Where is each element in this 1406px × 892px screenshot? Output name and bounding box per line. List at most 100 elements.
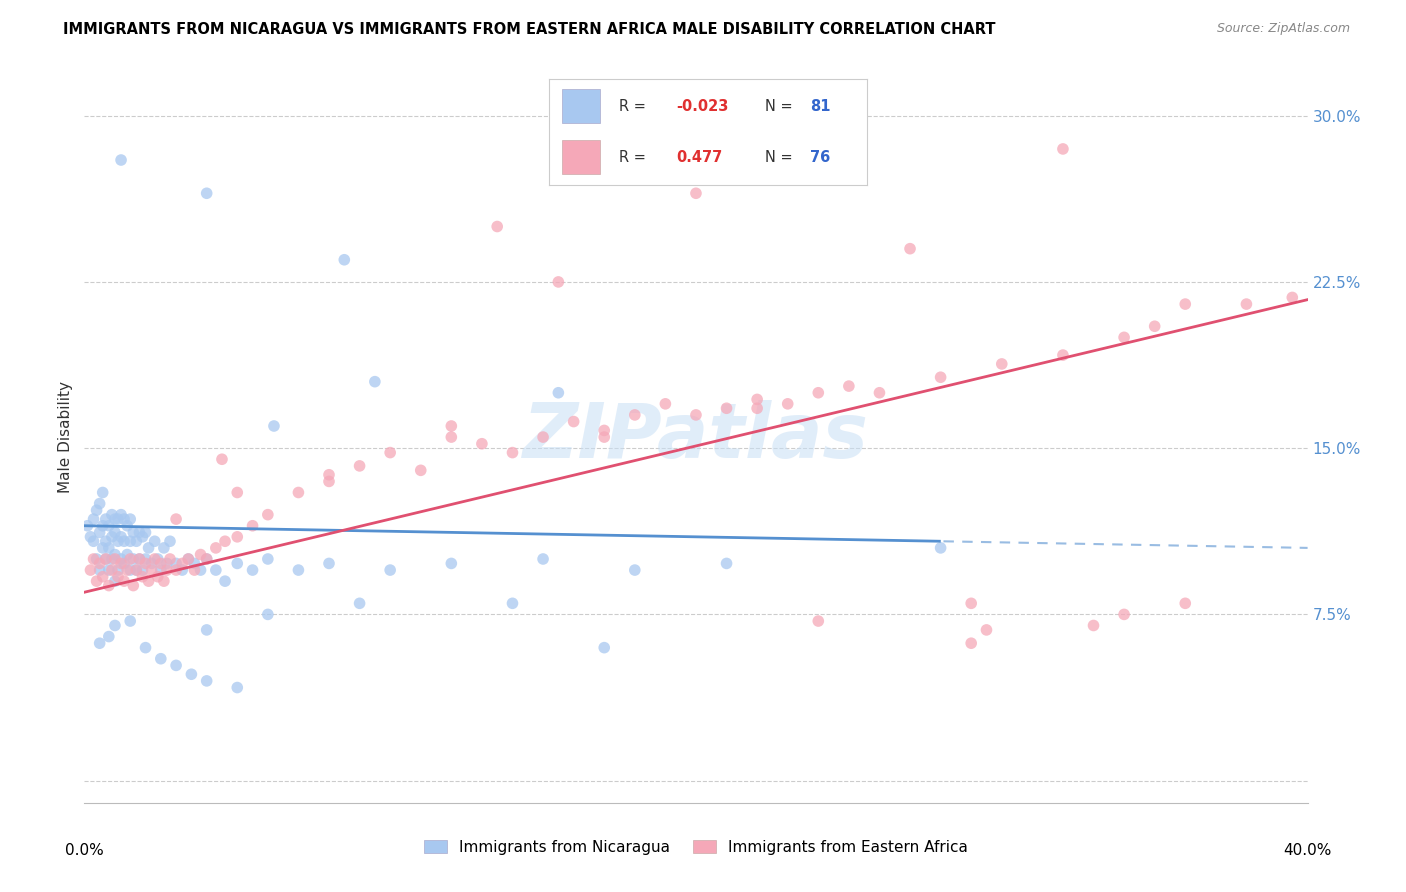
Point: [318, 467, 340, 482]
Point: [138, 574, 160, 589]
Point: [747, 401, 769, 416]
Point: [195, 552, 218, 566]
Point: [143, 552, 166, 566]
Point: [89, 497, 111, 511]
Point: [104, 552, 127, 566]
Text: Source: ZipAtlas.com: Source: ZipAtlas.com: [1216, 22, 1350, 36]
Point: [110, 508, 132, 522]
Point: [89, 525, 111, 540]
Point: [107, 512, 129, 526]
Y-axis label: Male Disability: Male Disability: [58, 381, 73, 493]
Point: [141, 563, 163, 577]
Point: [172, 563, 194, 577]
Point: [149, 557, 172, 571]
Point: [1281, 290, 1303, 304]
Point: [143, 534, 166, 549]
Point: [440, 419, 463, 434]
Point: [685, 408, 707, 422]
Point: [122, 525, 145, 540]
Point: [76, 518, 98, 533]
Point: [177, 552, 200, 566]
Point: [593, 424, 616, 438]
Point: [128, 552, 150, 566]
Point: [91, 541, 114, 555]
Point: [242, 518, 264, 533]
Point: [135, 640, 157, 655]
Point: [929, 370, 952, 384]
Point: [214, 534, 236, 549]
Point: [86, 503, 108, 517]
Point: [624, 563, 647, 577]
Point: [110, 153, 132, 167]
Point: [135, 525, 157, 540]
Point: [776, 397, 799, 411]
Point: [89, 557, 111, 571]
Point: [115, 518, 138, 533]
Point: [211, 452, 233, 467]
Point: [685, 186, 707, 201]
Point: [131, 570, 153, 584]
Point: [104, 574, 127, 589]
Point: [128, 552, 150, 566]
Point: [960, 596, 983, 610]
Point: [838, 379, 860, 393]
Point: [97, 578, 120, 592]
Point: [263, 419, 285, 434]
Point: [104, 512, 127, 526]
Point: [120, 563, 142, 577]
Point: [104, 548, 127, 562]
Point: [257, 552, 280, 566]
Point: [440, 430, 463, 444]
Point: [547, 275, 569, 289]
Point: [115, 548, 138, 562]
Point: [1143, 319, 1166, 334]
Point: [190, 548, 212, 562]
Point: [257, 607, 280, 622]
Point: [112, 574, 135, 589]
Point: [79, 530, 101, 544]
Point: [165, 557, 187, 571]
Point: [333, 252, 356, 267]
Point: [97, 518, 120, 533]
Point: [128, 525, 150, 540]
Point: [122, 552, 145, 566]
Point: [135, 552, 157, 566]
Point: [149, 563, 172, 577]
Point: [165, 658, 187, 673]
Point: [153, 574, 176, 589]
Point: [287, 485, 309, 500]
Point: [83, 512, 105, 526]
Point: [1052, 348, 1074, 362]
Point: [125, 563, 148, 577]
Point: [190, 563, 212, 577]
Point: [257, 508, 280, 522]
Point: [97, 563, 120, 577]
Point: [364, 375, 387, 389]
Point: [141, 557, 163, 571]
Point: [1052, 142, 1074, 156]
Point: [716, 401, 738, 416]
Point: [318, 475, 340, 489]
Point: [486, 219, 509, 234]
Point: [146, 552, 169, 566]
Point: [747, 392, 769, 407]
Point: [101, 530, 124, 544]
Point: [110, 557, 132, 571]
Point: [94, 534, 117, 549]
Point: [531, 552, 554, 566]
Point: [349, 458, 371, 473]
Point: [107, 534, 129, 549]
Point: [654, 397, 676, 411]
Point: [86, 574, 108, 589]
Legend: Immigrants from Nicaragua, Immigrants from Eastern Africa: Immigrants from Nicaragua, Immigrants fr…: [418, 834, 974, 861]
Point: [976, 623, 998, 637]
Point: [131, 563, 153, 577]
Point: [716, 557, 738, 571]
Point: [122, 578, 145, 592]
Point: [101, 563, 124, 577]
Point: [153, 541, 176, 555]
Point: [91, 518, 114, 533]
Point: [97, 541, 120, 555]
Point: [83, 534, 105, 549]
Point: [593, 430, 616, 444]
